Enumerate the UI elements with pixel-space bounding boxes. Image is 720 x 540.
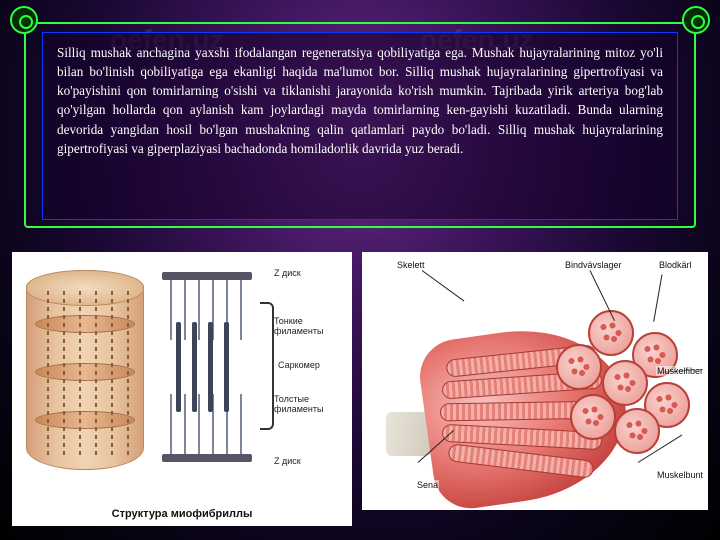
left-diagram: Z диск Тонкие филаменты Саркомер Толстые… xyxy=(12,252,352,526)
label-sarcomere: Саркомер xyxy=(278,360,320,370)
label-blodkarl: Blodkärl xyxy=(658,260,693,270)
label-skelett: Skelett xyxy=(396,260,426,270)
slide: oefen.uz oefen.uz oefen.uz oefen.uz oefe… xyxy=(0,0,720,540)
disc xyxy=(35,411,135,429)
fascicle xyxy=(570,394,616,440)
fascicle xyxy=(588,310,634,356)
left-caption: Структура миофибриллы xyxy=(12,508,352,520)
disc xyxy=(35,315,135,333)
body-text: Silliq mushak anchagina yaxshi ifodalang… xyxy=(57,43,663,158)
thick-filament xyxy=(208,322,213,412)
fibril-line xyxy=(127,291,129,459)
scroll-curl-icon xyxy=(10,6,38,34)
scroll-curl-icon xyxy=(682,6,710,34)
label-muskelbunt: Muskelbunt xyxy=(656,470,704,480)
z-line xyxy=(162,272,252,280)
thin-filament xyxy=(170,394,172,454)
label-z-top: Z диск xyxy=(274,268,301,278)
thick-filament xyxy=(192,322,197,412)
myofibril-cylinder xyxy=(26,270,144,470)
right-diagram: Skelett Bindvävslager Blodkärl Muskelfib… xyxy=(362,252,708,510)
thin-filament xyxy=(240,280,242,340)
thin-filament xyxy=(240,394,242,454)
fibril-line xyxy=(79,291,81,459)
thin-filament xyxy=(198,280,200,340)
z-line xyxy=(162,454,252,462)
fibril-line xyxy=(63,291,65,459)
disc xyxy=(35,363,135,381)
thin-filament xyxy=(170,280,172,340)
thin-filament xyxy=(184,280,186,340)
label-z-bottom: Z диск xyxy=(274,456,301,466)
thick-filament xyxy=(224,322,229,412)
fascicle-cross-section xyxy=(544,304,694,454)
brace xyxy=(260,302,274,430)
thin-filament xyxy=(184,394,186,454)
label-thin: Тонкие филаменты xyxy=(274,316,352,336)
images-row: Z диск Тонкие филаменты Саркомер Толстые… xyxy=(12,252,708,526)
scroll-frame: Silliq mushak anchagina yaxshi ifodalang… xyxy=(14,8,706,234)
sarcomere-diagram xyxy=(162,272,252,462)
label-sena: Sena xyxy=(416,480,439,490)
fibril-line xyxy=(111,291,113,459)
fascicle xyxy=(556,344,602,390)
fibril-line xyxy=(47,291,49,459)
text-box: Silliq mushak anchagina yaxshi ifodalang… xyxy=(42,32,678,220)
thick-filament xyxy=(176,322,181,412)
label-bindvav: Bindvävslager xyxy=(564,260,623,270)
fascicle xyxy=(602,360,648,406)
fascicle xyxy=(614,408,660,454)
label-thick: Толстые филаменты xyxy=(274,394,352,414)
label-muskelfiber: Muskelfiber xyxy=(656,366,704,376)
fibril-line xyxy=(95,291,97,459)
thin-filament xyxy=(198,394,200,454)
